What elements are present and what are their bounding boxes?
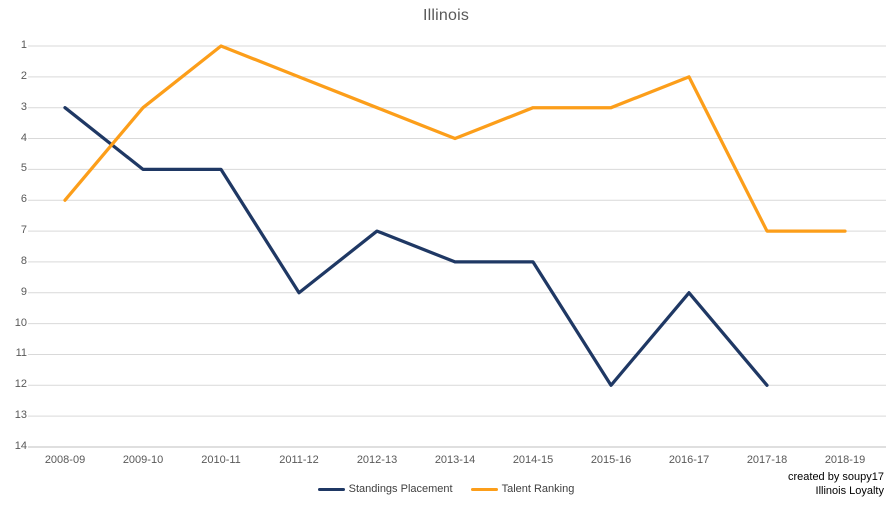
- x-tick-label: 2016-17: [668, 454, 710, 466]
- legend-line-marker: [470, 487, 498, 491]
- x-tick-label: 2018-19: [824, 454, 866, 466]
- y-tick-label: 12: [14, 378, 27, 391]
- legend-line-marker: [317, 487, 345, 491]
- y-tick-label: 7: [20, 224, 27, 237]
- y-tick-label: 2: [20, 69, 27, 82]
- y-tick-label: 13: [14, 409, 27, 422]
- legend: Standings Placement Talent Ranking: [0, 483, 892, 495]
- chart-title: Illinois: [422, 7, 470, 24]
- x-tick-label: 2017-18: [746, 454, 788, 466]
- legend-item-standings-placement[interactable]: Standings Placement: [317, 483, 453, 495]
- x-tick-label: 2015-16: [590, 454, 632, 466]
- y-tick-label: 14: [14, 440, 27, 452]
- talent-ranking-line[interactable]: [63, 44, 847, 233]
- y-tick-label: 4: [20, 131, 27, 144]
- x-tick-label: 2014-15: [512, 454, 554, 466]
- y-tick-label: 8: [20, 254, 27, 267]
- y-tick-label: 9: [20, 285, 27, 298]
- y-tick-label: 1: [20, 39, 27, 51]
- standings-placement-line[interactable]: [63, 106, 769, 387]
- x-tick-label: 2013-14: [434, 454, 476, 466]
- annotation-line-2: Illinois Loyalty: [815, 485, 884, 497]
- x-tick-label: 2008-09: [44, 454, 86, 466]
- x-tick-label: 2011-12: [279, 454, 319, 466]
- legend-item-talent-ranking[interactable]: Talent Ranking: [470, 483, 575, 495]
- x-tick-label: 2009-10: [122, 454, 164, 466]
- x-tick-label: 2010-11: [201, 454, 241, 466]
- y-tick-label: 6: [20, 193, 27, 206]
- y-tick-label: 5: [20, 162, 27, 175]
- y-tick-label: 3: [20, 100, 27, 113]
- legend-label: Talent Ranking: [501, 483, 575, 495]
- y-tick-label: 10: [14, 316, 27, 329]
- x-tick-label: 2012-13: [356, 454, 398, 466]
- annotation-line-1: created by soupy17: [787, 471, 884, 483]
- legend-label: Standings Placement: [348, 483, 453, 495]
- chart-annotation: created by soupy17 Illinois Loyalty: [788, 470, 884, 498]
- y-tick-label: 11: [15, 347, 27, 360]
